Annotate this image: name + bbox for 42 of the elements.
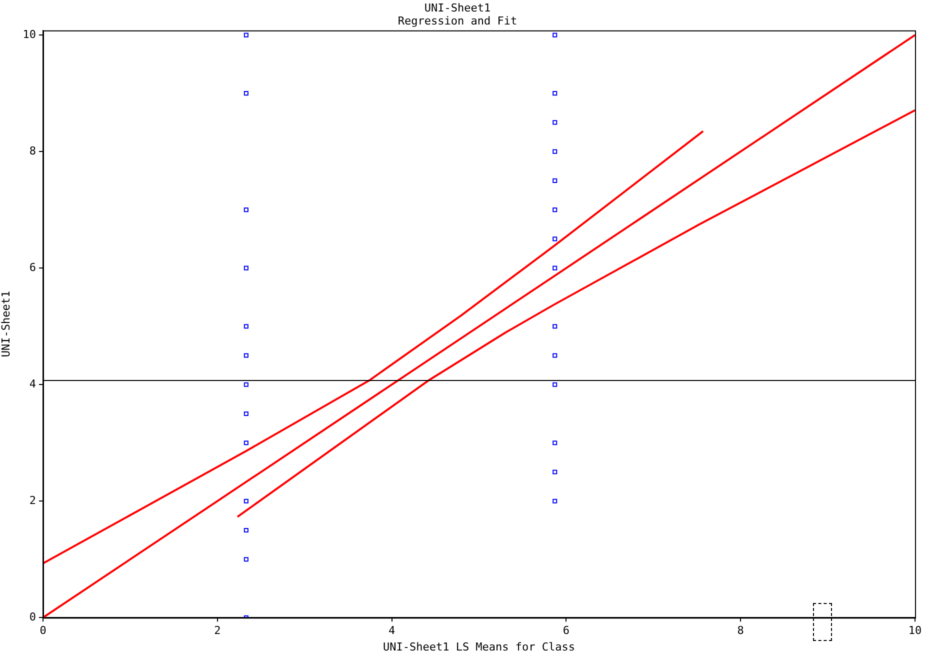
x-tick-label: 4 [388,624,396,638]
point [244,557,248,562]
point [552,440,558,446]
x-tick-label: 10 [908,624,922,638]
point [552,120,558,125]
point [244,266,248,270]
point [244,528,248,532]
point [552,236,558,242]
point [552,208,558,212]
point [552,178,558,183]
point [244,440,248,446]
point [552,353,558,358]
y-tick-label: 10 [22,28,36,41]
point [552,498,558,504]
point [244,353,248,358]
y-axis-title: UNI-Sheet1 [0,290,12,358]
point [552,382,558,387]
y-tick-label: 6 [29,260,36,274]
chart-title: UNI-Sheet1 [424,1,491,14]
point [244,382,248,387]
chart-subtitle: Regression and Fit [398,14,518,28]
y-tick-label: 0 [29,610,36,624]
point [244,411,248,416]
x-tick-label: 8 [737,624,744,638]
y-tick-label: 4 [29,377,36,390]
point [244,32,248,38]
x-axis-title: UNI-Sheet1 LS Means for Class [382,640,576,654]
point [552,91,558,96]
point [552,149,558,154]
point [244,324,248,329]
point [552,32,558,38]
point [244,208,248,212]
y-tick-label: 8 [29,144,36,158]
point [552,470,558,474]
point [552,266,558,270]
x-tick-label: 2 [214,624,221,638]
x-tick-label: 0 [40,624,46,638]
point [244,498,248,504]
y-tick-label: 2 [29,494,36,507]
point [552,324,558,329]
x-tick-label: 6 [562,624,570,638]
point [244,91,248,96]
